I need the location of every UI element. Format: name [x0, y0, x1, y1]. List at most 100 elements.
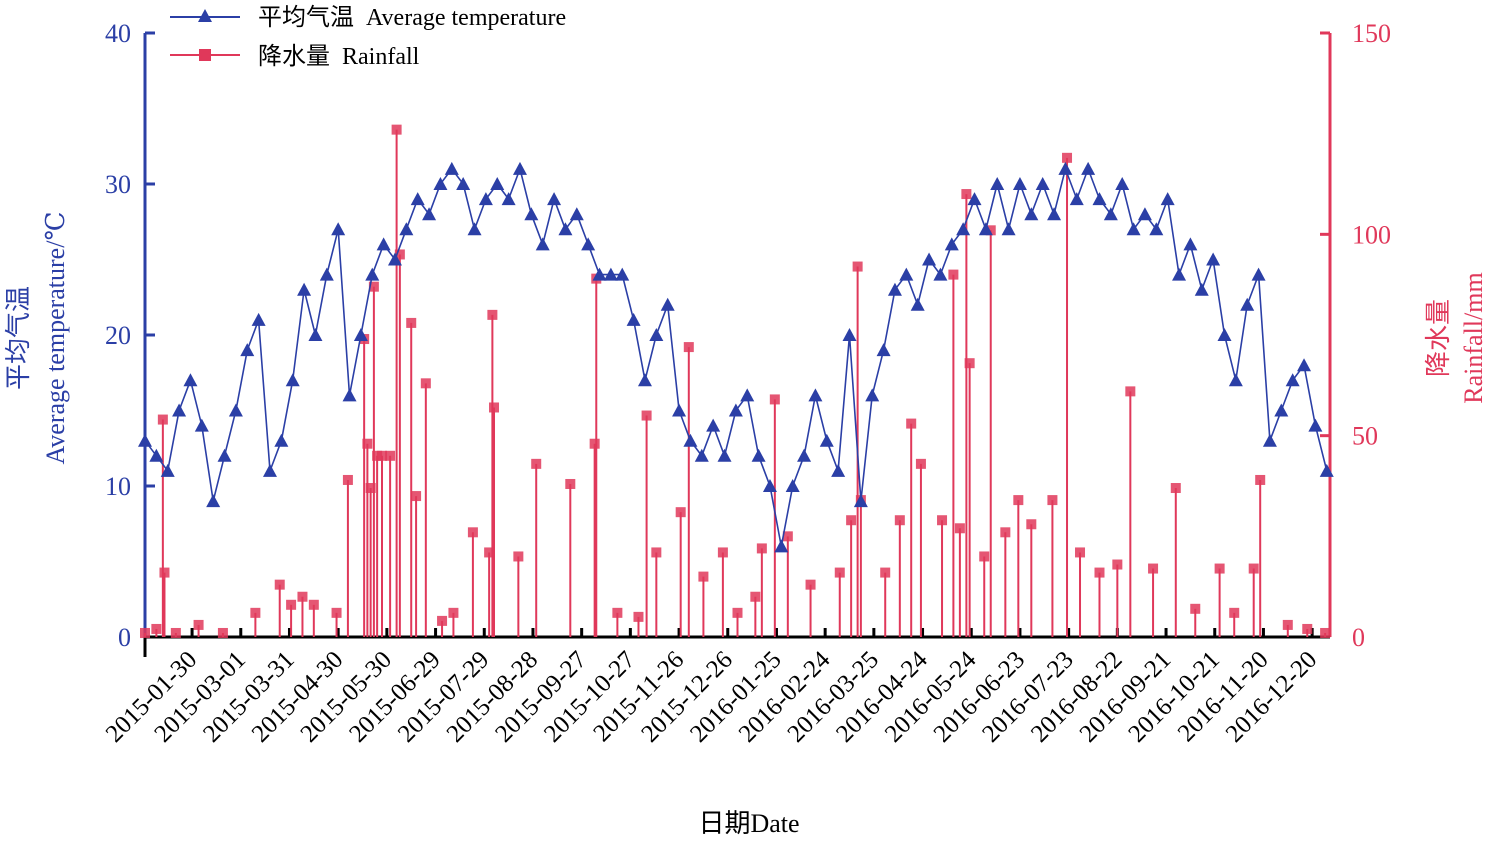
- temperature-point: [660, 297, 675, 311]
- temperature-point: [1217, 328, 1232, 341]
- rainfall-point: [1148, 563, 1159, 574]
- temperature-point: [808, 388, 823, 402]
- temperature-point: [819, 433, 834, 447]
- temperature-point: [694, 448, 709, 462]
- temperature-point: [501, 192, 516, 206]
- rainfall-point: [531, 458, 542, 469]
- temperature-point: [172, 403, 187, 417]
- temperature-point: [876, 343, 891, 357]
- rainfall-point: [1094, 567, 1105, 578]
- temperature-point: [1160, 192, 1175, 206]
- rainfall-point: [1190, 603, 1201, 614]
- temperature-point: [899, 267, 914, 281]
- rainfall-point: [362, 438, 373, 449]
- left-y-tick-label: 30: [105, 170, 131, 199]
- temperature-point: [240, 343, 255, 357]
- rainfall-point: [915, 458, 926, 469]
- temperature-point: [649, 328, 664, 341]
- temperature-point: [558, 222, 573, 236]
- rainfall-point: [1075, 547, 1086, 558]
- rainfall-point: [1026, 519, 1037, 530]
- left-y-tick-label: 10: [105, 472, 131, 501]
- temperature-point: [1115, 177, 1130, 190]
- left-axis-title-cn: 平均气温: [4, 286, 33, 390]
- temperature-point: [762, 479, 777, 492]
- temperature-point: [478, 192, 493, 206]
- rainfall-point: [979, 551, 990, 562]
- temperature-point: [1092, 192, 1107, 206]
- temperature-point: [456, 177, 471, 190]
- rainfall-point: [437, 615, 448, 626]
- rainfall-point: [342, 474, 353, 485]
- temperature-point: [637, 373, 652, 387]
- temperature-point: [547, 192, 562, 206]
- rainfall-point: [1214, 563, 1225, 574]
- temperature-point: [160, 463, 175, 477]
- right-axis-title-en: Rainfall/mm: [1459, 272, 1487, 403]
- x-axis-title: 日期Date: [698, 809, 799, 838]
- temperature-point: [569, 207, 584, 221]
- temperature-point: [467, 222, 482, 236]
- temperature-point: [1228, 373, 1243, 387]
- temperature-point: [1012, 177, 1027, 190]
- temperature-point: [228, 403, 243, 417]
- rainfall-point: [365, 483, 376, 494]
- temperature-point: [717, 448, 732, 462]
- right-y-tick-label: 150: [1352, 19, 1391, 48]
- temperature-point: [149, 448, 164, 462]
- rainfall-point: [1125, 386, 1136, 397]
- temperature-point: [1240, 297, 1255, 311]
- temperature-point: [1319, 463, 1334, 477]
- rainfall-point: [732, 607, 743, 618]
- rainfall-point: [834, 567, 845, 578]
- rainfall-point: [1282, 619, 1293, 630]
- right-y-tick-label: 100: [1352, 220, 1391, 249]
- rainfall-point: [331, 607, 342, 618]
- temperature-point: [138, 433, 152, 447]
- temperature-point: [728, 403, 743, 417]
- temperature-point: [444, 161, 459, 175]
- temperature-point: [183, 373, 198, 387]
- temperature-point: [331, 222, 346, 236]
- left-y-tick-label: 20: [105, 321, 131, 350]
- temperature-point: [1206, 252, 1221, 266]
- temperature-point: [490, 177, 505, 190]
- rainfall-point: [406, 317, 417, 328]
- rainfall-point: [565, 478, 576, 489]
- rainfall-point: [852, 261, 863, 272]
- rainfall-point: [846, 515, 857, 526]
- rainfall-point: [698, 571, 709, 582]
- rainfall-point: [717, 547, 728, 558]
- rainfall-point: [756, 543, 767, 554]
- rainfall-point: [385, 450, 396, 461]
- rainfall-point: [805, 579, 816, 590]
- temperature-point: [194, 418, 209, 432]
- rainfall-point: [937, 515, 948, 526]
- temperature-point: [887, 282, 902, 296]
- axis-labels: 日期Date 平均气温 Average temperature/℃ 降水量 Ra…: [4, 211, 1487, 838]
- temperature-point: [399, 222, 414, 236]
- rainfall-point: [159, 567, 170, 578]
- temperature-point: [672, 403, 687, 417]
- temperature-point: [1024, 207, 1039, 221]
- temperature-point: [603, 267, 618, 281]
- temperature-point: [865, 388, 880, 402]
- rainfall-point: [633, 611, 644, 622]
- temperature-point: [524, 207, 539, 221]
- right-y-tick-label: 50: [1352, 422, 1378, 451]
- rainfall-point: [1000, 527, 1011, 538]
- temperature-point: [581, 237, 596, 251]
- rainfall-point: [1013, 495, 1024, 506]
- rainfall-point: [782, 531, 793, 542]
- temperature-point: [956, 222, 971, 236]
- rainfall-point: [880, 567, 891, 578]
- rainfall-point: [651, 547, 662, 558]
- rainfall-point: [1255, 474, 1266, 485]
- rainfall-point: [308, 599, 319, 610]
- temperature-point: [1047, 207, 1062, 221]
- temperature-point: [297, 282, 312, 296]
- temperature-point: [706, 418, 721, 432]
- rainfall-point: [377, 450, 387, 461]
- temperature-point: [1069, 192, 1084, 206]
- rainfall-point: [411, 491, 422, 502]
